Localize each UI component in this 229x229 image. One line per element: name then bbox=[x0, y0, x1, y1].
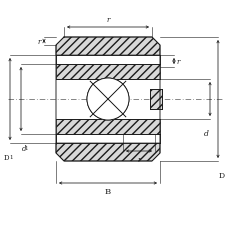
Text: 1: 1 bbox=[9, 154, 12, 159]
Text: d: d bbox=[203, 129, 208, 137]
Polygon shape bbox=[149, 90, 161, 109]
Text: d: d bbox=[22, 144, 26, 152]
Polygon shape bbox=[56, 134, 159, 143]
Circle shape bbox=[87, 79, 128, 120]
Polygon shape bbox=[56, 120, 159, 134]
Text: B: B bbox=[104, 187, 111, 195]
Text: D: D bbox=[218, 171, 224, 179]
Text: r: r bbox=[38, 38, 41, 46]
Text: r: r bbox=[137, 155, 140, 163]
Polygon shape bbox=[56, 143, 159, 161]
Text: D: D bbox=[3, 153, 9, 161]
Circle shape bbox=[87, 79, 128, 120]
Polygon shape bbox=[56, 38, 159, 56]
Text: 1: 1 bbox=[24, 145, 27, 150]
Text: r: r bbox=[106, 16, 109, 24]
Polygon shape bbox=[56, 56, 159, 65]
Polygon shape bbox=[56, 65, 159, 80]
Text: r: r bbox=[176, 58, 180, 66]
